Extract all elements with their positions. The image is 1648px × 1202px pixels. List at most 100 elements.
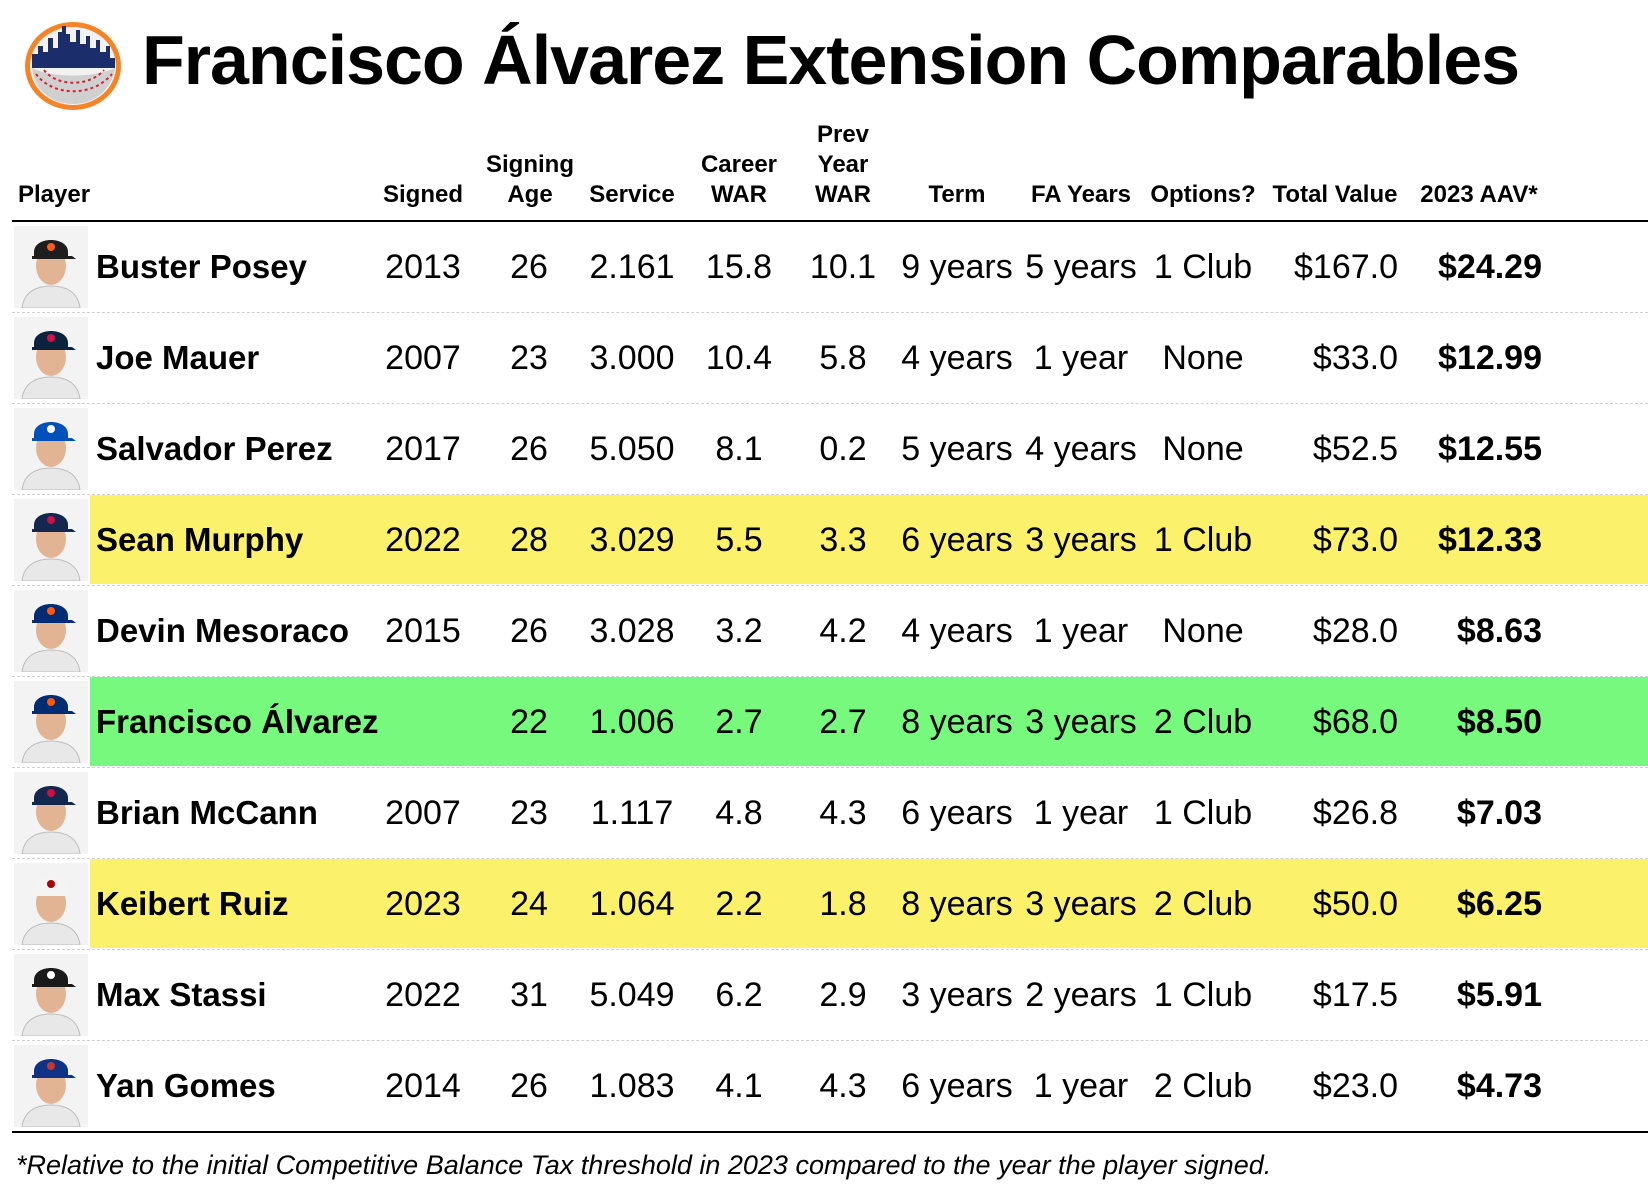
player-headshot-icon xyxy=(14,954,88,1036)
cell-signed: 2007 xyxy=(385,794,461,832)
cell-signed: 2023 xyxy=(385,885,461,923)
cell-age: 24 xyxy=(510,885,548,923)
cell-age: 31 xyxy=(510,976,548,1014)
cell-fa-years: 5 years xyxy=(1025,248,1137,286)
cell-options: None xyxy=(1162,430,1244,468)
column-header: FA Years xyxy=(1030,181,1132,208)
table-row: Max Stassi 2022 31 5.049 6.2 2.9 3 years 2 year… xyxy=(12,950,1648,1041)
table-row: Devin Mesoraco 2015 26 3.028 3.2 4.2 4 years 1 … xyxy=(12,586,1648,677)
player-headshot-icon xyxy=(14,317,88,399)
row-highlight xyxy=(90,677,1648,766)
table-row: Keibert Ruiz 2023 24 1.064 2.2 1.8 8 years 3 ye… xyxy=(12,859,1648,950)
cell-age: 26 xyxy=(510,248,548,286)
cell-career-war: 2.2 xyxy=(715,885,763,923)
cell-aav: $8.50 xyxy=(1456,703,1542,741)
cell-age: 28 xyxy=(510,521,548,559)
cell-term: 4 years xyxy=(901,612,1013,650)
cell-total-value: $68.0 xyxy=(1312,703,1398,741)
cell-term: 5 years xyxy=(901,430,1013,468)
cell-player: Sean Murphy xyxy=(96,521,304,558)
cell-fa-years: 3 years xyxy=(1025,703,1137,741)
column-header: Service xyxy=(589,181,675,208)
cell-options: 1 Club xyxy=(1153,248,1253,286)
cell-aav: $12.99 xyxy=(1438,339,1542,377)
cell-total-value: $52.5 xyxy=(1312,430,1398,468)
table-body: Buster Posey 2013 26 2.161 15.8 10.1 9 years 5 … xyxy=(12,222,1648,1133)
cell-signed: 2015 xyxy=(385,612,461,650)
cell-player: Max Stassi xyxy=(96,976,267,1013)
column-header: Options? xyxy=(1150,181,1256,208)
cell-total-value: $167.0 xyxy=(1294,248,1398,286)
cell-career-war: 15.8 xyxy=(705,248,773,286)
cell-fa-years: 1 year xyxy=(1033,612,1129,650)
cell-player: Devin Mesoraco xyxy=(96,612,350,649)
cell-options: None xyxy=(1162,612,1244,650)
cell-career-war: 8.1 xyxy=(715,430,763,468)
cell-options: 1 Club xyxy=(1153,521,1253,559)
cell-signed: 2022 xyxy=(385,521,461,559)
cell-age: 22 xyxy=(510,703,548,741)
cell-aav: $8.63 xyxy=(1456,612,1542,650)
cell-fa-years: 3 years xyxy=(1025,885,1137,923)
cell-service: 1.117 xyxy=(590,794,674,832)
cell-fa-years: 1 year xyxy=(1033,339,1129,377)
cell-player: Buster Posey xyxy=(96,248,307,285)
row-highlight xyxy=(90,495,1648,584)
cell-age: 23 xyxy=(510,339,548,377)
cell-total-value: $17.5 xyxy=(1312,976,1398,1014)
cell-total-value: $26.8 xyxy=(1312,794,1398,832)
table-row: Yan Gomes 2014 26 1.083 4.1 4.3 6 years 1 year 2… xyxy=(12,1041,1648,1133)
player-headshot-icon xyxy=(14,681,88,763)
cell-signed: 2013 xyxy=(385,248,461,286)
cell-term: 4 years xyxy=(901,339,1013,377)
table-row: Francisco Álvarez 22 1.006 2.7 2.7 8 years 3 y… xyxy=(12,677,1648,768)
cell-term: 8 years xyxy=(901,703,1013,741)
column-header: Term xyxy=(928,181,986,208)
cell-service: 3.028 xyxy=(589,612,675,650)
column-header: Player xyxy=(18,181,91,208)
cell-service: 5.049 xyxy=(589,976,675,1014)
cell-player: Salvador Perez xyxy=(96,430,333,467)
cell-aav: $4.73 xyxy=(1456,1067,1542,1105)
cell-total-value: $28.0 xyxy=(1312,612,1398,650)
comparables-table: Player Signed Signing Age Service Career WAR… xyxy=(12,121,1648,1133)
cell-signed: 2022 xyxy=(385,976,461,1014)
player-headshot-icon xyxy=(14,590,88,672)
player-headshot-icon xyxy=(14,1045,88,1127)
table-row: Brian McCann 2007 23 1.117 4.8 4.3 6 years 1 ye… xyxy=(12,768,1648,859)
cell-service: 2.161 xyxy=(589,248,675,286)
player-headshot-icon xyxy=(14,772,88,854)
cell-player: Francisco Álvarez xyxy=(96,703,379,740)
cell-prev-war: 4.3 xyxy=(819,794,867,832)
cell-signed xyxy=(378,677,468,767)
cell-prev-war: 3.3 xyxy=(819,521,867,559)
cell-fa-years: 3 years xyxy=(1025,521,1137,559)
cell-prev-war: 4.3 xyxy=(819,1067,867,1105)
cell-term: 6 years xyxy=(901,1067,1013,1105)
table-row: Sean Murphy 2022 28 3.029 5.5 3.3 6 years 3 yea… xyxy=(12,495,1648,586)
cell-prev-war: 5.8 xyxy=(819,339,867,377)
cell-total-value: $23.0 xyxy=(1312,1067,1398,1105)
column-header: Prev Year WAR xyxy=(815,121,871,208)
cell-term: 9 years xyxy=(901,248,1013,286)
cell-fa-years: 2 years xyxy=(1025,976,1137,1014)
table-row: Buster Posey 2013 26 2.161 15.8 10.1 9 years 5 … xyxy=(12,222,1648,313)
table-row: Joe Mauer 2007 23 3.000 10.4 5.8 4 years 1 year… xyxy=(12,313,1648,404)
cell-aav: $24.29 xyxy=(1438,248,1542,286)
column-header: Signing Age xyxy=(486,151,574,208)
cell-prev-war: 1.8 xyxy=(819,885,867,923)
cell-career-war: 10.4 xyxy=(705,339,773,377)
column-header: Signed xyxy=(382,181,463,208)
cell-signed: 2007 xyxy=(385,339,461,377)
cell-fa-years: 1 year xyxy=(1033,1067,1129,1105)
cell-career-war: 4.1 xyxy=(715,1067,763,1105)
cell-options: 2 Club xyxy=(1153,1067,1253,1105)
cell-career-war: 3.2 xyxy=(715,612,763,650)
cell-term: 6 years xyxy=(901,521,1013,559)
cell-service: 1.083 xyxy=(589,1067,675,1105)
table-header-row: Player Signed Signing Age Service Career WAR… xyxy=(12,121,1648,222)
cell-age: 26 xyxy=(510,612,548,650)
cell-service: 3.000 xyxy=(589,339,675,377)
cell-age: 23 xyxy=(510,794,548,832)
cell-service: 1.064 xyxy=(589,885,675,923)
